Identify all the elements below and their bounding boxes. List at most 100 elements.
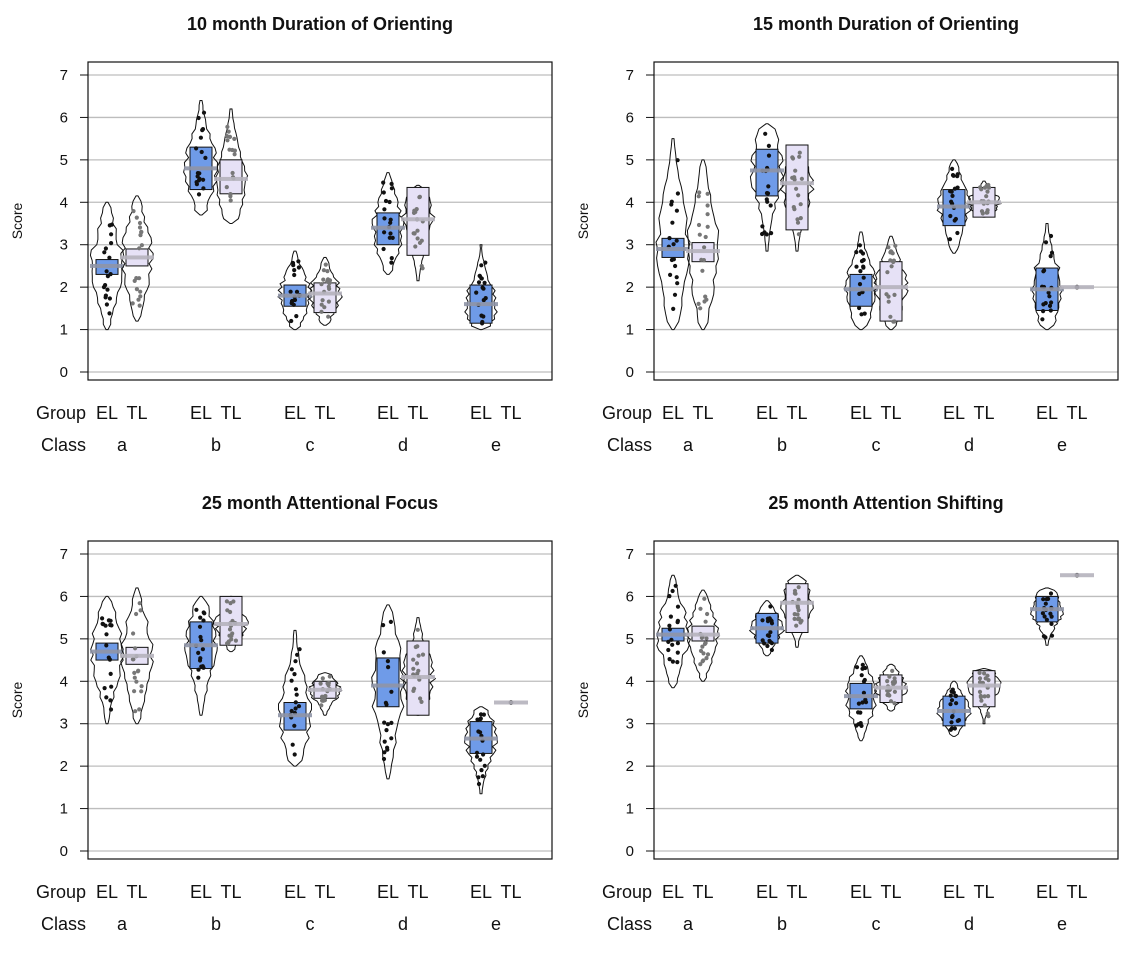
data-point [319,282,324,287]
data-point [320,298,325,303]
data-point [289,678,294,683]
y-axis-label: Score [9,682,25,719]
data-point [138,608,143,613]
data-point [389,689,394,694]
data-point [1042,614,1047,619]
data-point [232,152,237,157]
data-point [103,246,108,251]
y-tick-label: 5 [60,152,68,169]
data-point [798,216,803,221]
data-point [705,611,710,617]
data-point [792,616,797,621]
mean-bar [371,683,405,688]
data-point [417,195,422,200]
data-point [799,176,804,181]
data-point [948,727,953,732]
data-point [481,286,486,291]
data-point [1047,303,1053,308]
y-tick-label: 6 [626,588,634,605]
data-point [225,608,230,613]
group-tick-label: TL [407,403,428,423]
data-point [671,306,676,311]
data-point [382,739,387,744]
data-point [760,224,765,229]
group-tick-label: TL [786,403,807,423]
data-point [477,273,482,278]
data-point [862,311,867,316]
data-point [322,698,327,703]
mean-bar [937,708,971,713]
y-tick-label: 7 [60,67,68,84]
data-point [228,601,233,606]
y-tick-label: 2 [60,758,68,775]
bean-outline [874,663,908,712]
group-tick-label: EL [377,403,399,423]
data-point [704,656,709,661]
data-point [296,265,301,270]
data-point [795,220,801,225]
data-point [1041,309,1046,314]
data-point [892,292,897,297]
data-point [699,257,704,262]
data-point [476,775,481,780]
data-point [478,712,484,717]
data-point [955,185,960,190]
data-point [950,714,955,719]
data-point [765,643,770,649]
data-point [389,736,394,741]
class-tick-label: d [964,435,974,455]
data-point [702,641,708,646]
bean-outline [307,256,343,326]
data-point [762,230,767,235]
y-tick-label: 5 [626,631,634,648]
data-point [292,272,297,278]
bean-outline [780,574,814,648]
plot-frame [653,61,1119,381]
data-point [955,174,960,179]
data-point [294,692,299,697]
class-tick-label: b [211,914,221,934]
data-point [224,599,229,604]
data-point [384,702,389,707]
data-point [297,647,302,652]
data-point [1046,290,1051,295]
group-tick-label: EL [850,403,872,423]
data-point [289,708,294,714]
data-point [198,615,203,620]
class-row-label: Class [607,435,652,455]
data-point [667,594,672,599]
data-point [790,175,795,180]
data-point [673,263,678,269]
data-point [1041,302,1046,307]
data-point [230,170,235,176]
data-point [891,682,896,687]
data-point [886,245,891,250]
data-point [768,604,773,609]
data-point [293,659,298,664]
mean-bar [464,302,498,307]
group-tick-label: EL [943,403,965,423]
data-point [986,678,991,683]
group-row-label: Group [602,882,652,902]
data-point [387,235,392,240]
data-point [793,168,798,173]
data-point [1040,317,1045,322]
chart-title: 10 month Duration of Orienting [187,14,453,34]
data-point [479,768,484,773]
data-point [796,193,801,198]
bean-outline [685,589,721,682]
data-point [107,255,112,260]
data-point [675,618,680,623]
bean-outline [371,604,405,780]
mean-bar [308,291,342,296]
class-tick-label: c [306,914,315,934]
mean-bar [90,649,124,654]
chart-svg: 25 month Attentional Focus 0 1 2 3 4 5 6 7 Score G… [9,493,553,934]
mean-bar [874,285,908,290]
data-point [131,209,136,214]
bean-outline [1030,223,1064,331]
mean-bar [308,687,342,692]
data-point [327,278,333,283]
chart-panel-15m-orienting: 15 month Duration of Orienting 0 1 2 3 4 5 6 7 Sc… [566,0,1132,479]
data-point [474,750,480,755]
